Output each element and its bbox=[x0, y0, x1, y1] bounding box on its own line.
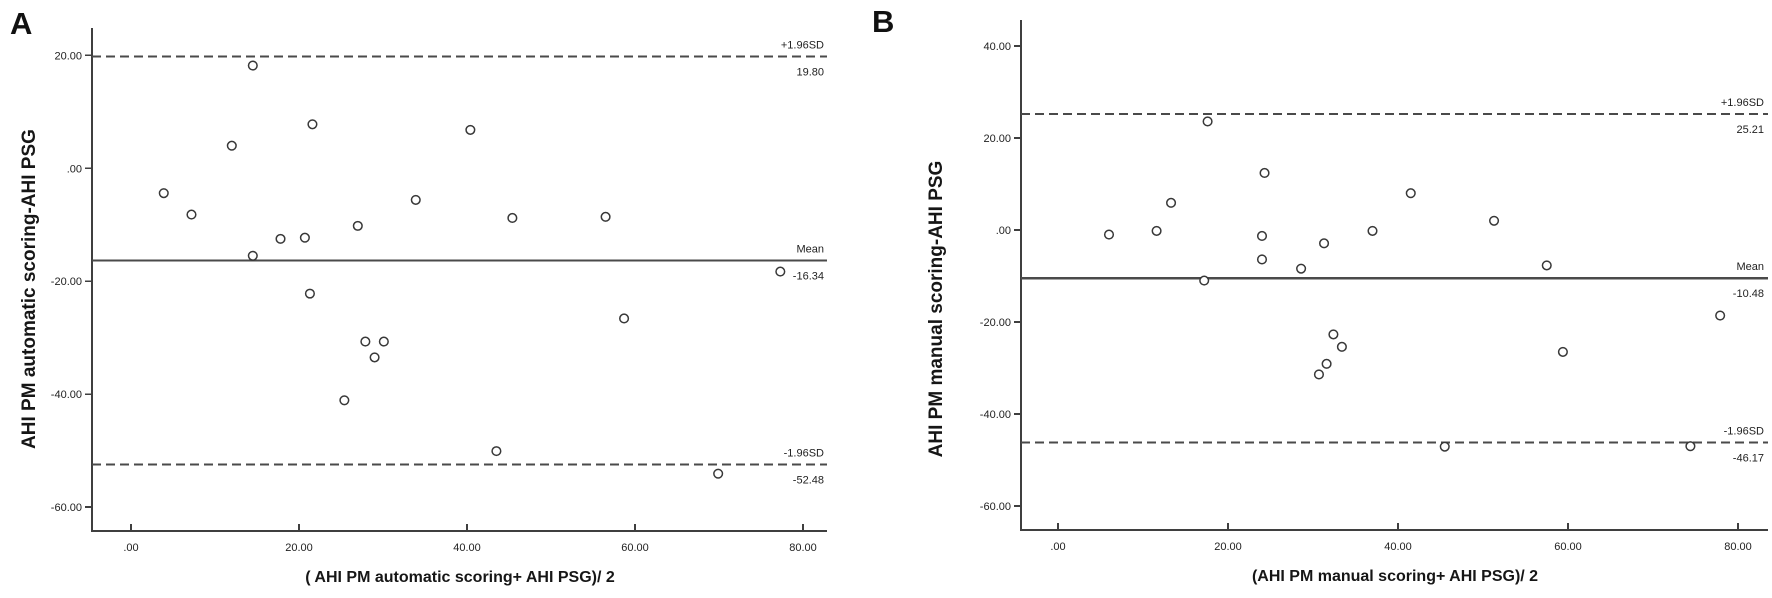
data-point bbox=[1321, 358, 1332, 369]
data-point bbox=[186, 209, 197, 220]
data-point bbox=[1313, 369, 1325, 380]
data-point bbox=[1367, 225, 1378, 236]
x-tick-label: 80.00 bbox=[1724, 541, 1752, 553]
data-point bbox=[1328, 329, 1339, 340]
data-point bbox=[1685, 441, 1696, 452]
y-tick-label: -60.00 bbox=[980, 501, 1011, 513]
ref-line-label: Mean bbox=[1736, 261, 1764, 273]
ref-line-label: +1.96SD bbox=[1721, 97, 1764, 109]
data-point bbox=[1489, 215, 1500, 226]
y-tick-label: -40.00 bbox=[980, 409, 1011, 421]
data-point bbox=[226, 140, 237, 151]
data-point bbox=[713, 468, 724, 479]
ref-line-value: -16.34 bbox=[793, 271, 824, 283]
ref-line-value: -10.48 bbox=[1733, 288, 1764, 300]
data-point bbox=[1259, 167, 1270, 179]
data-point bbox=[304, 288, 315, 299]
data-point bbox=[1199, 275, 1210, 286]
data-point bbox=[1103, 229, 1115, 240]
data-point bbox=[299, 232, 310, 243]
ref-line-label: -1.96SD bbox=[1724, 425, 1764, 437]
panel-a-x-axis-title: ( AHI PM automatic scoring+ AHI PSG)/ 2 bbox=[305, 569, 615, 586]
x-tick-label: 60.00 bbox=[621, 542, 649, 554]
y-tick-label: -40.00 bbox=[51, 389, 82, 401]
data-point bbox=[1202, 116, 1213, 127]
data-point bbox=[339, 395, 350, 406]
y-tick-label: 20.00 bbox=[54, 50, 82, 62]
data-point bbox=[307, 119, 318, 130]
panel-a-plot: .00 20.00 40.00 60.00 80.00 20.00 .00 -20.00 -40… bbox=[51, 28, 827, 554]
x-tick-label: 40.00 bbox=[1384, 541, 1412, 553]
data-point bbox=[360, 336, 371, 347]
data-point bbox=[1336, 341, 1347, 352]
panel-b-letter: B bbox=[872, 4, 895, 39]
data-point bbox=[1166, 197, 1177, 208]
y-tick-label: .00 bbox=[67, 163, 82, 175]
data-point bbox=[1296, 263, 1307, 274]
data-point bbox=[465, 124, 476, 135]
data-point bbox=[491, 446, 502, 457]
ref-line-label: Mean bbox=[796, 244, 824, 256]
y-tick-label: -60.00 bbox=[51, 502, 82, 514]
y-tick-label: -20.00 bbox=[980, 317, 1011, 329]
ref-line-value: -46.17 bbox=[1733, 452, 1764, 464]
x-tick-label: 20.00 bbox=[1214, 541, 1242, 553]
data-point bbox=[1439, 441, 1450, 452]
x-tick-label: 20.00 bbox=[285, 542, 313, 554]
data-point bbox=[775, 266, 786, 277]
ref-line-label: +1.96SD bbox=[781, 40, 824, 52]
y-tick-label: .00 bbox=[996, 225, 1011, 237]
ref-line-value: -52.48 bbox=[793, 475, 824, 487]
data-point bbox=[378, 336, 389, 347]
ref-line-value: 19.80 bbox=[796, 67, 824, 79]
data-point bbox=[352, 220, 363, 231]
ref-line-value: 25.21 bbox=[1736, 124, 1764, 136]
x-tick-label: 80.00 bbox=[789, 542, 817, 554]
panel-b-plot: .00 20.00 40.00 60.00 80.00 40.00 20.00 .00 -20.… bbox=[980, 20, 1768, 553]
panel-b-x-axis-title: (AHI PM manual scoring+ AHI PSG)/ 2 bbox=[1251, 568, 1539, 585]
data-point bbox=[158, 188, 169, 199]
panel-a-letter: A bbox=[10, 6, 33, 41]
data-point bbox=[369, 352, 380, 363]
data-point bbox=[247, 60, 258, 71]
x-tick-label: 60.00 bbox=[1554, 541, 1582, 553]
data-point bbox=[1541, 260, 1552, 271]
panel-a: A AHI PM automatic scoring-AHI PSG .00 20… bbox=[10, 6, 827, 586]
data-point bbox=[247, 250, 258, 261]
y-tick-label: 40.00 bbox=[983, 41, 1011, 53]
panel-b: B AHI PM manual scoring-AHI PSG .00 20.00… bbox=[872, 0, 1772, 598]
y-tick-label: 20.00 bbox=[983, 133, 1011, 145]
x-tick-label: .00 bbox=[1050, 541, 1065, 553]
ref-line-label: -1.96SD bbox=[784, 448, 824, 460]
data-point bbox=[1256, 254, 1268, 265]
data-point bbox=[619, 313, 630, 324]
data-point bbox=[1151, 225, 1162, 236]
data-point bbox=[600, 211, 611, 222]
data-point bbox=[1715, 310, 1726, 321]
data-point bbox=[1256, 230, 1268, 242]
data-point bbox=[410, 194, 421, 205]
data-point bbox=[1557, 346, 1568, 357]
data-point bbox=[507, 212, 518, 224]
x-tick-label: 40.00 bbox=[453, 542, 481, 554]
data-point bbox=[275, 233, 286, 244]
data-point bbox=[1405, 188, 1416, 199]
x-tick-label: .00 bbox=[123, 542, 138, 554]
y-tick-label: -20.00 bbox=[51, 276, 82, 288]
data-point bbox=[1319, 238, 1330, 249]
